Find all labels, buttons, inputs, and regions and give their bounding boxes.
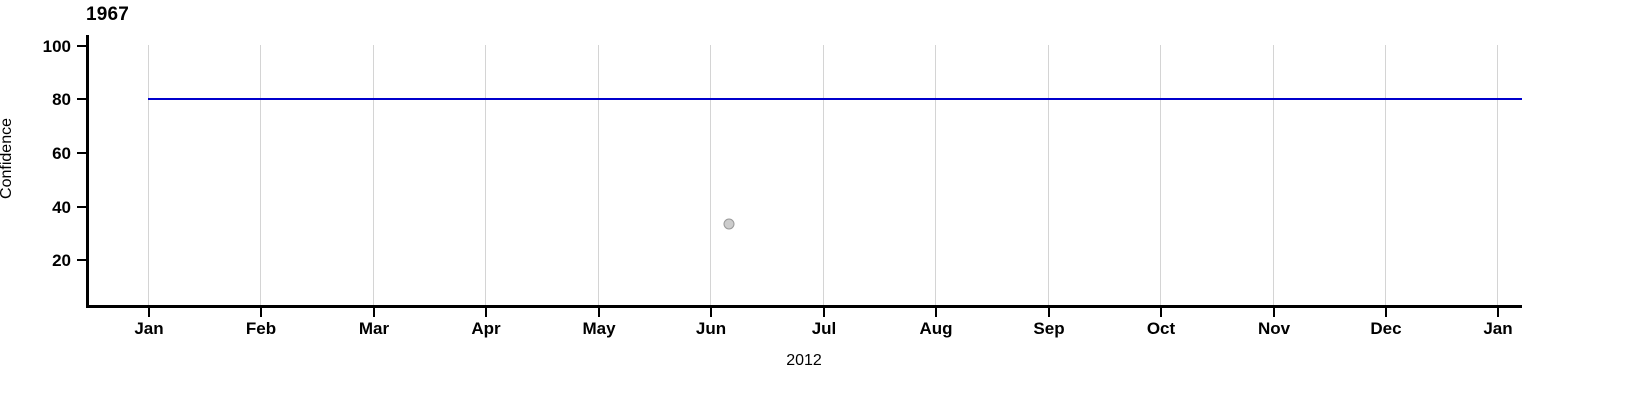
x-axis-title: 2012: [786, 352, 822, 369]
y-axis-title: Confidence: [0, 118, 15, 199]
y-axis-line: [86, 35, 89, 308]
chart-title: 1967: [86, 4, 130, 25]
plot-area: [86, 45, 1522, 307]
x-tick-sep: [1048, 308, 1050, 317]
y-tick-label-80: 80: [52, 90, 71, 109]
gridline-dec: [1385, 45, 1386, 307]
gridline-may: [598, 45, 599, 307]
y-tick-label-40: 40: [52, 198, 71, 217]
x-tick-label-dec: Dec: [1370, 319, 1402, 338]
x-tick-may: [598, 308, 600, 317]
x-tick-mar: [373, 308, 375, 317]
y-tick-40: [77, 206, 86, 208]
x-tick-label-jan-next: Jan: [1483, 319, 1513, 338]
y-tick-label-20: 20: [52, 251, 71, 270]
x-tick-jul: [823, 308, 825, 317]
gridline-jan-next: [1497, 45, 1498, 307]
x-tick-feb: [260, 308, 262, 317]
data-point-observation: [723, 218, 735, 230]
x-tick-label-mar: Mar: [358, 319, 390, 338]
x-tick-label-aug: Aug: [919, 319, 953, 338]
x-tick-label-nov: Nov: [1257, 319, 1291, 338]
x-tick-apr: [485, 308, 487, 317]
gridline-apr: [485, 45, 486, 307]
gridline-jan: [148, 45, 149, 307]
y-tick-20: [77, 259, 86, 261]
x-tick-dec: [1385, 308, 1387, 317]
gridline-feb: [260, 45, 261, 307]
x-tick-label-apr: Apr: [471, 319, 501, 338]
x-axis-line: [86, 305, 1522, 308]
gridline-sep: [1048, 45, 1049, 307]
gridline-nov: [1273, 45, 1274, 307]
y-tick-60: [77, 152, 86, 154]
x-tick-label-sep: Sep: [1033, 319, 1065, 338]
x-tick-oct: [1160, 308, 1162, 317]
x-tick-jan: [148, 308, 150, 317]
x-tick-label-oct: Oct: [1146, 319, 1176, 338]
y-tick-label-100: 100: [42, 37, 71, 56]
threshold-line-series: [148, 98, 1522, 100]
y-tick-label-60: 60: [52, 144, 71, 163]
x-tick-jun: [710, 308, 712, 317]
x-tick-label-jun: Jun: [695, 319, 727, 338]
x-tick-aug: [935, 308, 937, 317]
gridline-jul: [823, 45, 824, 307]
x-tick-nov: [1273, 308, 1275, 317]
x-tick-label-feb: Feb: [245, 319, 277, 338]
gridline-oct: [1160, 45, 1161, 307]
y-tick-100: [77, 45, 86, 47]
gridline-jun: [710, 45, 711, 307]
x-tick-jan-next: [1497, 308, 1499, 317]
gridline-aug: [935, 45, 936, 307]
x-tick-label-may: May: [582, 319, 616, 338]
x-tick-label-jan: Jan: [134, 319, 164, 338]
x-tick-label-jul: Jul: [811, 319, 837, 338]
y-tick-80: [77, 98, 86, 100]
gridline-mar: [373, 45, 374, 307]
